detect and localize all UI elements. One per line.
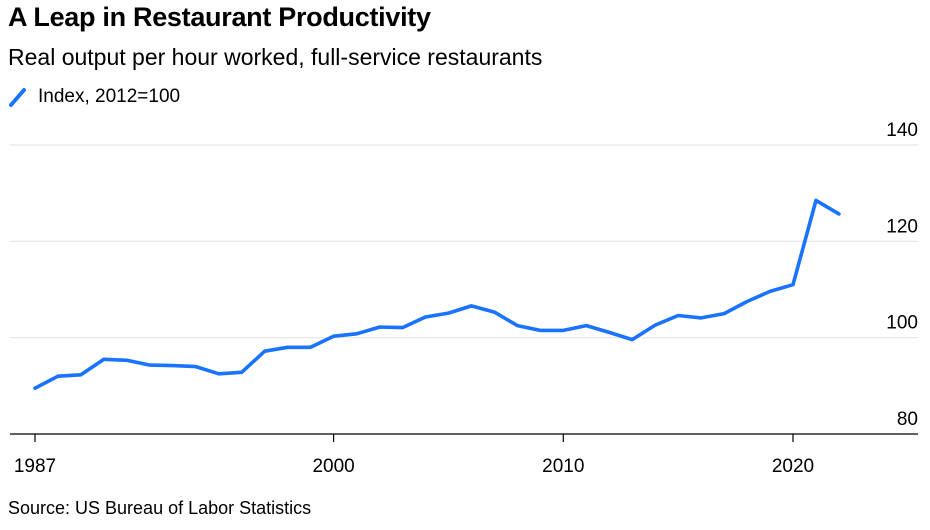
chart-title: A Leap in Restaurant Productivity <box>8 2 431 32</box>
legend-line-icon <box>9 88 26 107</box>
x-tick-label-1987: 1987 <box>14 456 56 477</box>
y-tick-label-100: 100 <box>886 313 918 334</box>
y-tick-label-80: 80 <box>897 409 918 430</box>
x-tick-label-2000: 2000 <box>312 456 354 477</box>
x-tick-label-2010: 2010 <box>542 456 584 477</box>
source-note: Source: US Bureau of Labor Statistics <box>8 498 312 518</box>
y-tick-label-120: 120 <box>886 216 918 237</box>
chart-subtitle: Real output per hour worked, full-servic… <box>8 44 543 70</box>
y-tick-label-140: 140 <box>886 120 918 141</box>
x-tick-label-2020: 2020 <box>772 456 814 477</box>
series-line-0 <box>33 198 841 391</box>
legend-label: Index, 2012=100 <box>38 86 181 107</box>
legend: Index, 2012=100 <box>8 86 180 108</box>
